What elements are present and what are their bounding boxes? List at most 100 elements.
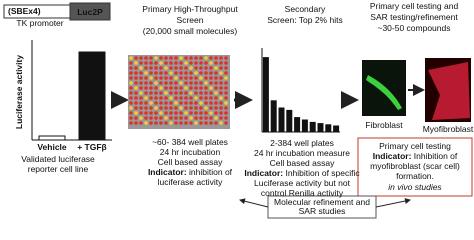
well xyxy=(169,66,173,70)
well xyxy=(189,101,193,105)
well xyxy=(129,101,133,105)
well xyxy=(159,91,163,95)
well xyxy=(159,96,163,100)
well xyxy=(154,121,158,125)
well xyxy=(184,76,188,80)
well xyxy=(129,71,133,75)
well xyxy=(169,81,173,85)
well xyxy=(139,121,143,125)
well xyxy=(204,101,208,105)
label: 24 hr incubation measure xyxy=(254,148,350,158)
well xyxy=(154,61,158,65)
x-tick-label: + TGFβ xyxy=(77,142,107,152)
well xyxy=(184,86,188,90)
well xyxy=(144,116,148,120)
well xyxy=(214,116,218,120)
well xyxy=(209,56,213,60)
well xyxy=(144,56,148,60)
well xyxy=(224,91,228,95)
well xyxy=(224,121,228,125)
well xyxy=(219,106,223,110)
label: Secondary xyxy=(285,4,326,14)
well xyxy=(134,61,138,65)
well xyxy=(169,91,173,95)
well xyxy=(219,121,223,125)
arrow xyxy=(239,198,269,208)
well xyxy=(149,86,153,90)
well xyxy=(174,116,178,120)
well xyxy=(199,111,203,115)
well xyxy=(179,96,183,100)
label: (20,000 small molecules) xyxy=(143,26,238,36)
well xyxy=(179,71,183,75)
label: Cell based assay xyxy=(158,157,223,167)
well xyxy=(184,121,188,125)
well xyxy=(149,66,153,70)
well xyxy=(164,71,168,75)
label: myofibroblast (scar cell) xyxy=(370,161,460,171)
well xyxy=(199,101,203,105)
well xyxy=(134,101,138,105)
well xyxy=(144,61,148,65)
well xyxy=(224,56,228,60)
well xyxy=(214,101,218,105)
well xyxy=(224,111,228,115)
well xyxy=(179,66,183,70)
well xyxy=(224,101,228,105)
bar xyxy=(78,51,106,141)
well xyxy=(169,101,173,105)
label: Screen xyxy=(177,15,204,25)
well xyxy=(139,96,143,100)
well xyxy=(134,121,138,125)
bar xyxy=(325,124,332,133)
bar xyxy=(270,100,277,133)
well xyxy=(219,56,223,60)
well xyxy=(149,106,153,110)
well xyxy=(184,81,188,85)
bar xyxy=(309,121,316,133)
label: Validated luciferase xyxy=(21,154,95,164)
well xyxy=(144,96,148,100)
well xyxy=(129,56,133,60)
well xyxy=(204,86,208,90)
well xyxy=(224,66,228,70)
well xyxy=(209,96,213,100)
arrow xyxy=(375,198,411,208)
well xyxy=(204,81,208,85)
well xyxy=(144,101,148,105)
well xyxy=(139,56,143,60)
well xyxy=(209,61,213,65)
label: Primary High-Throughput xyxy=(142,4,238,14)
well xyxy=(154,56,158,60)
well xyxy=(154,76,158,80)
well xyxy=(159,86,163,90)
well xyxy=(144,91,148,95)
well xyxy=(129,66,133,70)
y-axis-label: Luciferase activity xyxy=(14,55,24,129)
well xyxy=(214,121,218,125)
well xyxy=(154,71,158,75)
label: 24 hr incubation xyxy=(160,147,221,157)
well xyxy=(204,76,208,80)
well xyxy=(199,66,203,70)
well xyxy=(184,61,188,65)
well xyxy=(179,56,183,60)
well xyxy=(199,86,203,90)
diagram: (SBEx4) TK promoter Luc2P Vehicle + TGFβ Luci… xyxy=(3,1,474,219)
well xyxy=(204,56,208,60)
well xyxy=(169,111,173,115)
well xyxy=(224,96,228,100)
well xyxy=(219,91,223,95)
well xyxy=(199,71,203,75)
well xyxy=(139,71,143,75)
promoter: (SBEx4) xyxy=(8,6,41,16)
well xyxy=(134,66,138,70)
well xyxy=(214,61,218,65)
well xyxy=(164,86,168,90)
bar xyxy=(294,117,301,133)
label: 2-384 well plates xyxy=(270,138,334,148)
well xyxy=(129,111,133,115)
label: Primary cell testing xyxy=(379,141,451,151)
well xyxy=(154,91,158,95)
well xyxy=(164,76,168,80)
